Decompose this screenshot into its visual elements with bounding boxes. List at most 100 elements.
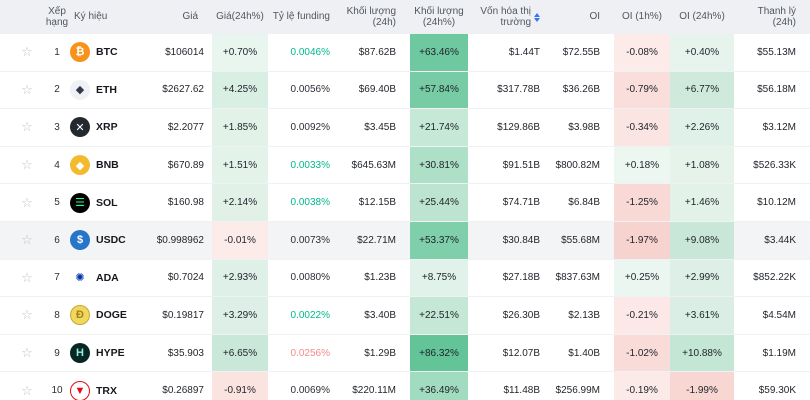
table-row-btc[interactable]: ☆ 1 ₿ BTC $106014 +0.70% 0.0046% $87.62B +63.46%…: [0, 34, 810, 72]
header-open-interest[interactable]: OI: [554, 0, 614, 34]
header-market-cap[interactable]: Vốn hóa thị trường: [468, 0, 554, 34]
volume-24h-pct-cell: +63.46%: [410, 34, 468, 72]
oi-24h-pct-cell: +2.26%: [670, 108, 734, 147]
btc-coin-icon: ₿: [70, 42, 90, 63]
table-row-eth[interactable]: ☆ 2 ◆ ETH $2627.62 +4.25% 0.0056% $69.40B +57.84…: [0, 71, 810, 110]
symbol-cell[interactable]: ₿ BTC: [70, 34, 150, 72]
trx-coin-icon: ▼: [70, 380, 90, 400]
liquidation-24h-cell: $1.19M: [734, 334, 810, 373]
price-24h-pct-cell: +0.70%: [212, 34, 268, 72]
price-cell: $0.998962: [150, 221, 212, 260]
symbol-label: ETH: [96, 83, 117, 96]
favorite-star-icon[interactable]: ☆: [0, 221, 44, 260]
market-cap-cell: $12.07B: [468, 334, 554, 373]
header-oi-24h-pct[interactable]: OI (24h%): [670, 0, 734, 34]
liquidation-24h-cell: $3.12M: [734, 108, 810, 147]
header-symbol[interactable]: Ký hiệu: [70, 0, 150, 34]
rank-cell: 4: [44, 146, 70, 185]
header-rank[interactable]: Xếp hạng: [44, 0, 70, 34]
table-row-doge[interactable]: ☆ 8 Ð DOGE $0.19817 +3.29% 0.0022% $3.40B +22.51…: [0, 296, 810, 335]
volume-24h-cell: $69.40B: [344, 71, 410, 110]
rank-cell: 9: [44, 334, 70, 373]
oi-1h-pct-cell: -0.21%: [614, 296, 670, 335]
symbol-label: BTC: [96, 46, 118, 59]
table-row-bnb[interactable]: ☆ 4 ◆ BNB $670.89 +1.51% 0.0033% $645.63M +30.81…: [0, 146, 810, 185]
market-cap-cell: $74.71B: [468, 183, 554, 222]
price-cell: $0.19817: [150, 296, 212, 335]
open-interest-cell: $837.63M: [554, 259, 614, 298]
symbol-cell[interactable]: ◆ ETH: [70, 71, 150, 110]
sort-icon[interactable]: [534, 12, 540, 22]
table-row-usdc[interactable]: ☆ 6 $ USDC $0.998962 -0.01% 0.0073% $22.71M +53.…: [0, 221, 810, 260]
header-oi-1h-pct[interactable]: OI (1h%): [614, 0, 670, 34]
volume-24h-pct-cell: +30.81%: [410, 146, 468, 185]
symbol-cell[interactable]: ✕ XRP: [70, 108, 150, 147]
price-cell: $35.903: [150, 334, 212, 373]
table-row-trx[interactable]: ☆ 10 ▼ TRX $0.26897 -0.91% 0.0069% $220.11M +36.…: [0, 371, 810, 400]
market-cap-cell: $1.44T: [468, 34, 554, 72]
favorite-star-icon[interactable]: ☆: [0, 34, 44, 72]
funding-rate-cell: 0.0022%: [268, 296, 344, 335]
doge-coin-icon: Ð: [70, 305, 90, 326]
favorite-star-icon[interactable]: ☆: [0, 371, 44, 400]
oi-1h-pct-cell: -0.19%: [614, 371, 670, 400]
oi-1h-pct-cell: +0.25%: [614, 259, 670, 298]
table-row-ada[interactable]: ☆ 7 ✺ ADA $0.7024 +2.93% 0.0080% $1.23B +8.75% $2…: [0, 259, 810, 298]
sol-coin-icon: ☰: [70, 192, 90, 213]
favorite-star-icon[interactable]: ☆: [0, 183, 44, 222]
market-cap-cell: $317.78B: [468, 71, 554, 110]
symbol-label: USDC: [96, 234, 126, 247]
oi-24h-pct-cell: +10.88%: [670, 334, 734, 373]
volume-24h-pct-cell: +36.49%: [410, 371, 468, 400]
header-volume-24h[interactable]: Khối lượng (24h): [344, 0, 410, 34]
symbol-cell[interactable]: ▼ TRX: [70, 371, 150, 400]
favorite-star-icon[interactable]: ☆: [0, 296, 44, 335]
favorite-star-icon[interactable]: ☆: [0, 71, 44, 110]
price-cell: $0.26897: [150, 371, 212, 400]
symbol-cell[interactable]: ☰ SOL: [70, 183, 150, 222]
market-cap-cell: $26.30B: [468, 296, 554, 335]
price-24h-pct-cell: +6.65%: [212, 334, 268, 373]
table-row-hype[interactable]: ☆ 9 H HYPE $35.903 +6.65% 0.0256% $1.29B +86.32%…: [0, 334, 810, 373]
header-volume-24h-pct[interactable]: Khối lượng (24h%): [410, 0, 468, 34]
price-24h-pct-cell: +3.29%: [212, 296, 268, 335]
symbol-cell[interactable]: $ USDC: [70, 221, 150, 260]
header-funding-rate[interactable]: Tỷ lệ funding: [268, 0, 344, 34]
symbol-cell[interactable]: ◆ BNB: [70, 146, 150, 185]
oi-24h-pct-cell: +3.61%: [670, 296, 734, 335]
favorite-star-icon[interactable]: ☆: [0, 334, 44, 373]
oi-1h-pct-cell: -0.08%: [614, 34, 670, 72]
open-interest-cell: $36.26B: [554, 71, 614, 110]
price-24h-pct-cell: +4.25%: [212, 71, 268, 110]
header-price[interactable]: Giá: [150, 0, 212, 34]
symbol-cell[interactable]: H HYPE: [70, 334, 150, 373]
rank-cell: 3: [44, 108, 70, 147]
header-liquidation-24h[interactable]: Thanh lý (24h): [734, 0, 810, 34]
table-body: ☆ 1 ₿ BTC $106014 +0.70% 0.0046% $87.62B +63.46%…: [0, 34, 810, 400]
price-cell: $2.2077: [150, 108, 212, 147]
favorite-star-icon[interactable]: ☆: [0, 108, 44, 147]
market-cap-cell: $11.48B: [468, 371, 554, 400]
symbol-cell[interactable]: ✺ ADA: [70, 259, 150, 298]
rank-cell: 5: [44, 183, 70, 222]
rank-cell: 10: [44, 371, 70, 400]
price-24h-pct-cell: +2.93%: [212, 259, 268, 298]
oi-1h-pct-cell: +0.18%: [614, 146, 670, 185]
open-interest-cell: $800.82M: [554, 146, 614, 185]
oi-1h-pct-cell: -1.02%: [614, 334, 670, 373]
symbol-label: HYPE: [96, 347, 125, 360]
price-24h-pct-cell: +2.14%: [212, 183, 268, 222]
funding-rate-cell: 0.0256%: [268, 334, 344, 373]
liquidation-24h-cell: $3.44K: [734, 221, 810, 260]
table-row-xrp[interactable]: ☆ 3 ✕ XRP $2.2077 +1.85% 0.0092% $3.45B +21.74% $…: [0, 108, 810, 147]
favorite-star-icon[interactable]: ☆: [0, 146, 44, 185]
header-price-24h-pct[interactable]: Giá(24h%): [212, 0, 268, 34]
volume-24h-pct-cell: +53.37%: [410, 221, 468, 260]
ada-coin-icon: ✺: [70, 267, 90, 288]
favorite-star-icon[interactable]: ☆: [0, 259, 44, 298]
table-row-sol[interactable]: ☆ 5 ☰ SOL $160.98 +2.14% 0.0038% $12.15B +25.44%…: [0, 183, 810, 222]
symbol-cell[interactable]: Ð DOGE: [70, 296, 150, 335]
oi-24h-pct-cell: +1.46%: [670, 183, 734, 222]
price-24h-pct-cell: +1.85%: [212, 108, 268, 147]
volume-24h-pct-cell: +86.32%: [410, 334, 468, 373]
